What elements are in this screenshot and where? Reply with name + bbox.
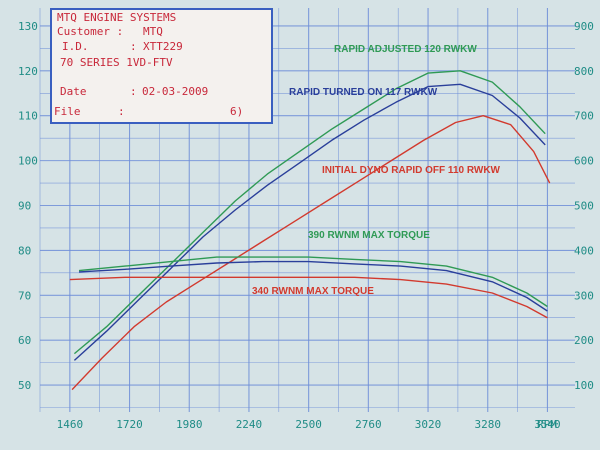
x-tick-label: 3020 xyxy=(415,418,442,431)
x-axis: 1460 1720 1980 2240 2500 2760 3020 3280 3540 xyxy=(57,418,561,431)
company-name: MTQ ENGINE SYSTEMS xyxy=(57,11,176,24)
file-value: 6) xyxy=(230,105,243,118)
series-line-3 xyxy=(78,256,548,308)
x-axis-label: RPM xyxy=(537,418,557,431)
annotation-label: RAPID ADJUSTED 120 RWKW xyxy=(334,44,477,55)
x-tick-label: 1720 xyxy=(116,418,143,431)
id-label: I.D. xyxy=(62,40,89,53)
y-tick-label-right: 100 xyxy=(574,379,594,392)
series-line-5 xyxy=(69,276,548,319)
x-tick-label: 2240 xyxy=(236,418,263,431)
header-frame xyxy=(50,8,273,124)
y-tick-label-right: 500 xyxy=(574,200,594,213)
y-tick-label-left: 70 xyxy=(18,289,31,302)
customer-label: Customer : xyxy=(57,25,123,38)
y-tick-label-left: 90 xyxy=(18,200,31,213)
series-line-2 xyxy=(71,114,551,391)
y-tick-label-left: 130 xyxy=(18,20,38,33)
y-tick-label-left: 50 xyxy=(18,379,31,392)
y-axis-left: 50 60 70 80 90 100 110 120 130 xyxy=(18,20,38,392)
annotation-label: 340 RWNM MAX TORQUE xyxy=(252,286,374,297)
date-separator: : xyxy=(130,85,137,98)
series-line-4 xyxy=(78,260,548,312)
date-value: 02-03-2009 xyxy=(142,85,208,98)
y-tick-label-left: 110 xyxy=(18,110,38,123)
x-tick-label: 3540 xyxy=(534,418,561,431)
chart-series xyxy=(69,70,551,391)
series-line-1 xyxy=(73,83,546,361)
customer-value: MTQ xyxy=(143,25,163,38)
header-box: MTQ ENGINE SYSTEMS Customer : MTQ I.D. :… xyxy=(50,8,273,124)
y-tick-label-right: 900 xyxy=(574,20,594,33)
series-line-0 xyxy=(73,70,546,355)
y-tick-label-left: 80 xyxy=(18,244,31,257)
y-tick-label-right: 200 xyxy=(574,334,594,347)
y-tick-label-left: 120 xyxy=(18,65,38,78)
chart-annotations: RAPID ADJUSTED 120 RWKW RAPID TURNED ON 1… xyxy=(252,44,501,297)
x-tick-label: 2500 xyxy=(295,418,322,431)
model-value: 70 SERIES 1VD-FTV xyxy=(60,56,173,69)
y-tick-label-right: 800 xyxy=(574,65,594,78)
y-tick-label-left: 60 xyxy=(18,334,31,347)
file-label: File xyxy=(54,105,81,118)
y-tick-label-right: 600 xyxy=(574,155,594,168)
x-tick-label: 1460 xyxy=(57,418,84,431)
x-tick-label: 2760 xyxy=(355,418,382,431)
y-axis-right: 900 800 700 600 500 400 300 200 100 xyxy=(574,20,594,392)
id-value: XTT229 xyxy=(143,40,183,53)
file-separator: : xyxy=(118,105,125,118)
y-tick-label-left: 100 xyxy=(18,155,38,168)
chart-grid xyxy=(39,8,575,412)
id-separator: : xyxy=(130,40,137,53)
x-tick-label: 3280 xyxy=(474,418,501,431)
y-tick-label-right: 400 xyxy=(574,244,594,257)
date-label: Date xyxy=(60,85,87,98)
annotation-label: INITIAL DYNO RAPID OFF 110 RWKW xyxy=(322,165,501,176)
annotation-label: RAPID TURNED ON 117 RWKW xyxy=(289,87,438,98)
x-tick-label: 1980 xyxy=(176,418,203,431)
y-tick-label-right: 700 xyxy=(574,110,594,123)
annotation-label: 390 RWNM MAX TORQUE xyxy=(308,230,430,241)
y-tick-label-right: 300 xyxy=(574,289,594,302)
